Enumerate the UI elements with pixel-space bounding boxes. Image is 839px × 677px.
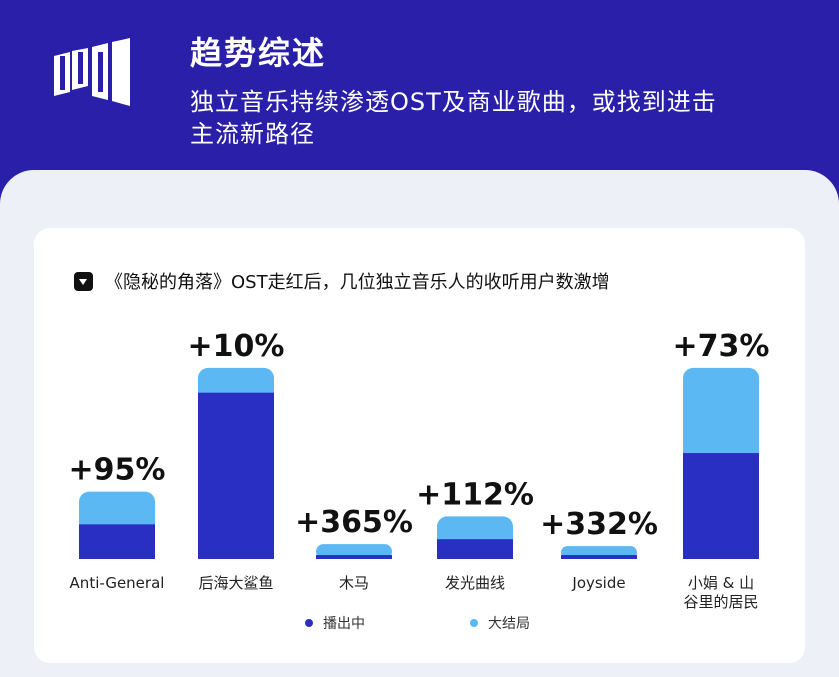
legend-label: 播出中	[323, 616, 365, 632]
chart-card: 《隐秘的角落》OST走红后，几位独立音乐人的收听用户数激增 +95% Anti-G…	[34, 228, 805, 663]
data-label: +10%	[188, 329, 285, 364]
chart-title-row: 《隐秘的角落》OST走红后，几位独立音乐人的收听用户数激增	[74, 268, 610, 294]
bar-segment-bochuzhong	[561, 555, 637, 559]
category-label: Anti-General	[70, 574, 165, 592]
bar-segment-bochuzhong	[683, 453, 759, 559]
bar-segment-bochuzhong	[316, 555, 392, 559]
uni-logo-icon	[54, 38, 130, 106]
data-label: +112%	[416, 477, 534, 512]
category-label: 后海大鲨鱼	[198, 574, 273, 592]
header: 趋势综述 独立音乐持续渗透OST及商业歌曲，或找到进击 主流新路径	[0, 0, 839, 200]
bar-segment-bochuzhong	[79, 524, 155, 559]
legend-label: 大结局	[488, 616, 530, 632]
caret-down-icon	[74, 271, 93, 291]
chart-title: 《隐秘的角落》OST走红后，几位独立音乐人的收听用户数激增	[105, 272, 610, 293]
category-label: 木马	[339, 574, 369, 592]
category-label: Joyside	[571, 574, 625, 592]
bar-chart: +95% Anti-General +10% 后海大鲨鱼 +365% 木马 +112% 发光曲…	[69, 329, 770, 632]
category-label: 谷里的居民	[683, 593, 758, 611]
page-subtitle: 独立音乐持续渗透OST及商业歌曲，或找到进击 主流新路径	[190, 86, 790, 150]
subtitle-line-2: 主流新路径	[190, 120, 315, 148]
content-panel: 《隐秘的角落》OST走红后，几位独立音乐人的收听用户数激增 +95% Anti-G…	[0, 170, 839, 677]
legend-dot-icon	[470, 619, 478, 627]
subtitle-line-1: 独立音乐持续渗透OST及商业歌曲，或找到进击	[190, 88, 717, 116]
page-title: 趋势综述	[190, 34, 327, 72]
category-label: 发光曲线	[445, 574, 505, 592]
data-label: +95%	[69, 453, 166, 488]
data-label: +332%	[540, 507, 658, 542]
bar-segment-bochuzhong	[198, 392, 274, 559]
category-label: 小娟 & 山	[688, 574, 754, 592]
bar-segment-bochuzhong	[437, 539, 513, 559]
data-label: +365%	[295, 505, 413, 540]
data-label: +73%	[673, 329, 770, 364]
legend-dot-icon	[305, 619, 313, 627]
